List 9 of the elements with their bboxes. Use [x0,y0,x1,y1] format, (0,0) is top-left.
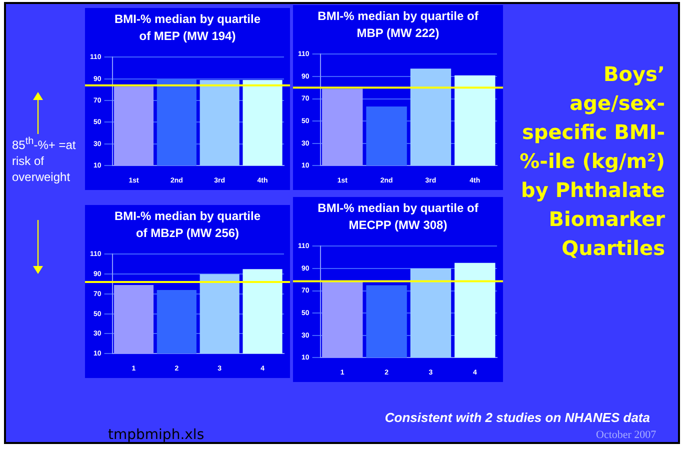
text: Boys’ age/sex-specific BMI-%-ile (kg/m²) by Phthalate Biomarker Quartiles [518,61,665,262]
chart-title: BMI-% median by quartile of MECPP (MW 308) [316,200,480,234]
text: tmpbmiph.xls [108,427,204,443]
text: 85$^{th}$-%+ =at risk of overweight [12,134,82,185]
text: October 2007 [596,429,656,441]
text: Consistent with 2 studies on NHANES data [384,410,650,425]
chart-title: BMI-% median by quartile of MEP (MW 194) [113,11,262,45]
chart-title: BMI-% median by quartile of MBzP (MW 256) [113,208,262,242]
chart-title: BMI-% median by quartile of MBP (MW 222) [316,8,480,42]
